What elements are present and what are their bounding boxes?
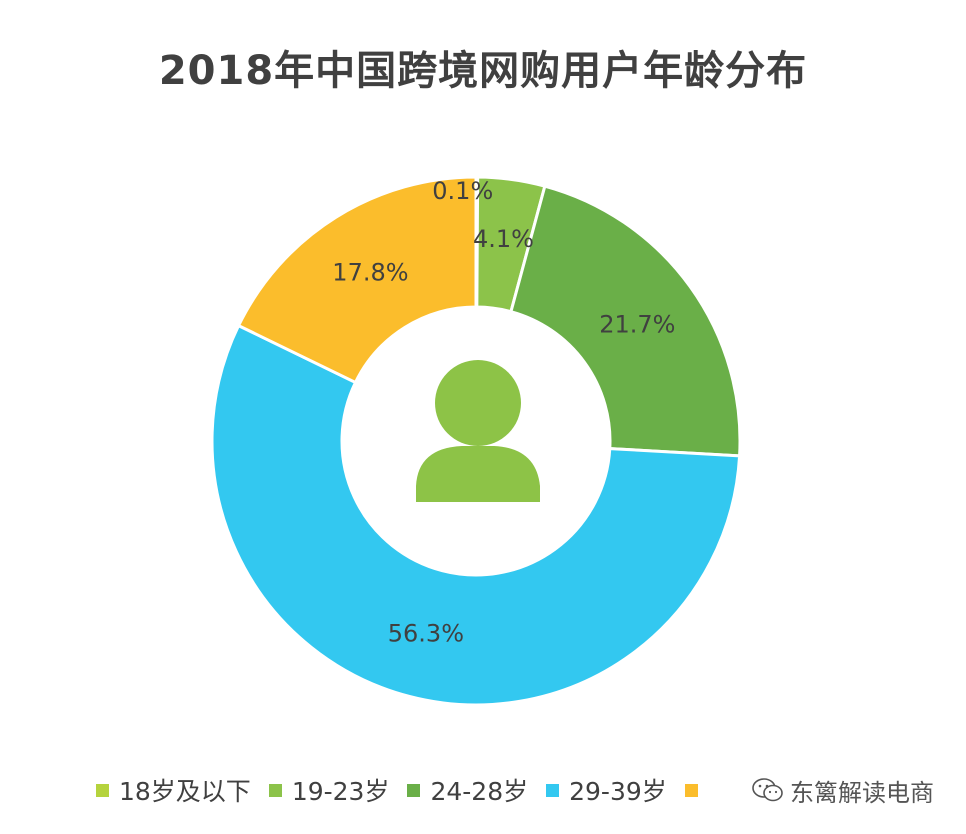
slice-label-1: 4.1% [473,225,534,253]
slice-label-3: 56.3% [388,620,464,648]
slice-label-0: 0.1% [432,177,493,205]
legend-swatch [268,783,282,797]
legend-label: 18岁及以下 [119,777,251,806]
legend-item-0: 18岁及以下 [96,772,251,808]
slice-label-2: 21.7% [599,311,675,339]
legend-item-3: 29-39岁 [546,772,667,808]
legend-item-1: 19-23岁 [268,772,390,808]
legend-swatch [546,783,560,797]
legend-swatch [407,783,421,797]
user-silhouette-icon [416,360,540,502]
legend-label: 24-28岁 [430,777,529,806]
legend-item-4 [684,783,708,797]
legend-label: 19-23岁 [291,777,390,806]
legend: 18岁及以下 19-23岁 24-28岁 29-39岁 [96,770,726,810]
legend-label: 29-39岁 [569,777,667,806]
watermark: 东篱解读电商 [752,772,940,808]
legend-swatch [96,783,109,797]
legend-swatch [684,783,698,797]
wechat-icon [752,778,783,802]
legend-item-2: 24-28岁 [407,772,528,808]
chart-title: 2018年中国跨境网购用户年龄分布 [158,48,808,94]
watermark-text: 东篱解读电商 [790,778,934,807]
slice-label-4: 17.8% [332,258,408,286]
